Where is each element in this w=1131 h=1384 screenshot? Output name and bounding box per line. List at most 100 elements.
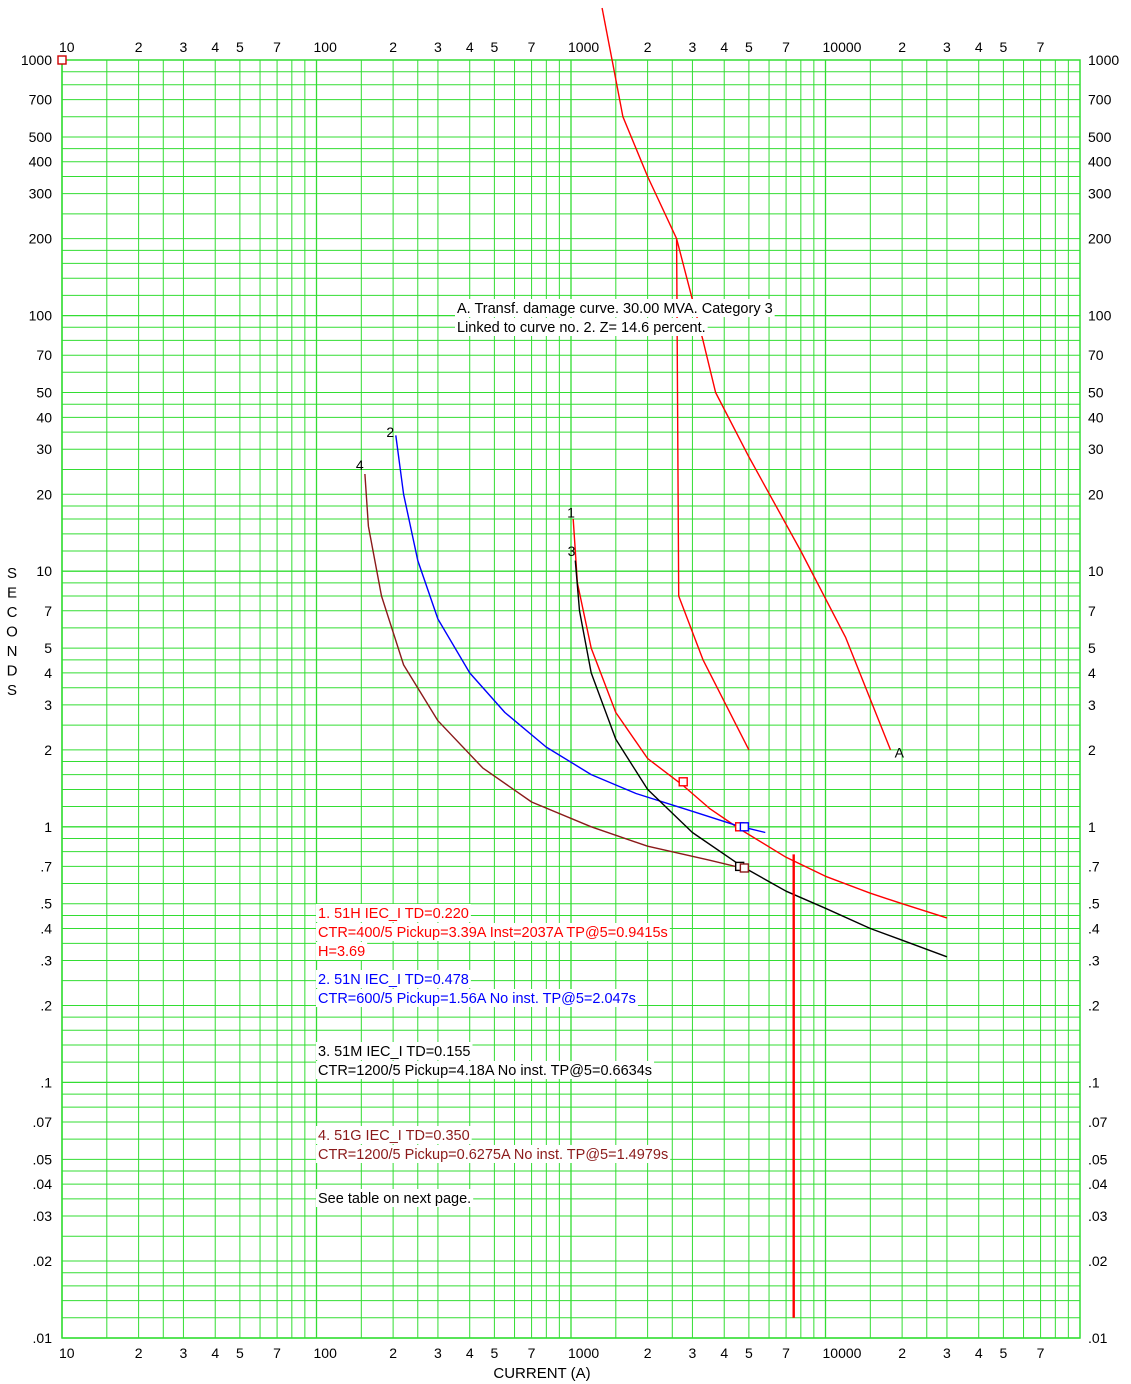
y-tick-label-left: 1 (44, 819, 52, 835)
x-tick-label-bottom: 7 (1037, 1345, 1045, 1361)
y-tick-label-left: .7 (40, 858, 52, 874)
x-tick-label-bottom: 4 (975, 1345, 983, 1361)
x-tick-label-bottom: 10 (59, 1345, 75, 1361)
x-tick-label-top: 5 (745, 39, 753, 55)
y-tick-label-right: .5 (1088, 896, 1100, 912)
annotation-line: 1. 51H IEC_I TD=0.220 (318, 906, 469, 922)
curve-label-3: 3 (568, 543, 576, 559)
annotation-bg (316, 1126, 472, 1144)
annotation-line: CTR=1200/5 Pickup=0.6275A No inst. TP@5=… (318, 1147, 668, 1163)
y-tick-label-left: 70 (36, 347, 52, 363)
annotation-bg (316, 970, 471, 988)
x-tick-label-bottom: 7 (273, 1345, 281, 1361)
y-tick-label-left: .3 (40, 952, 52, 968)
x-tick-label-top: 2 (644, 39, 652, 55)
y-axis-letter: D (7, 663, 18, 680)
x-tick-label-bottom: 5 (999, 1345, 1007, 1361)
annotation-block: 3. 51M IEC_I TD=0.155 CTR=1200/5 Pickup=4… (316, 1042, 655, 1079)
y-tick-label-left: .04 (33, 1176, 53, 1192)
point-marker (678, 777, 688, 787)
curve-4 (364, 473, 743, 869)
x-tick-label-top: 7 (782, 39, 790, 55)
y-tick-label-right: 5 (1088, 640, 1096, 656)
annotation-line: CTR=600/5 Pickup=1.56A No inst. TP@5=2.0… (318, 991, 636, 1007)
y-tick-label-right: .03 (1088, 1208, 1108, 1224)
y-tick-label-right: .2 (1088, 997, 1100, 1013)
x-tick-label-bottom: 2 (644, 1345, 652, 1361)
y-tick-label-right: .7 (1088, 858, 1100, 874)
y-tick-label-left: .01 (33, 1330, 53, 1346)
annotation-bg (455, 299, 775, 317)
y-tick-label-left: 50 (36, 385, 52, 401)
curve-label-A: A (895, 745, 905, 761)
x-tick-label-bottom: 10000 (823, 1345, 862, 1361)
curve-labels: 2 4 1 3 A (356, 424, 905, 761)
annotation-line: 4. 51G IEC_I TD=0.350 (318, 1128, 470, 1144)
y-tick-label-left: .2 (40, 997, 52, 1013)
annotation-block: See table on next page. (316, 1189, 474, 1207)
x-tick-label-top: 5 (490, 39, 498, 55)
x-tick-label-top: 10000 (823, 39, 862, 55)
y-tick-label-right: 2 (1088, 742, 1096, 758)
x-tick-label-bottom: 100 (314, 1345, 338, 1361)
annotation-bg (455, 318, 708, 336)
annotation-bg (316, 923, 670, 941)
x-tick-label-top: 3 (689, 39, 697, 55)
y-tick-label-right: 1000 (1088, 52, 1119, 68)
y-tick-label-left: 2 (44, 742, 52, 758)
y-tick-label-left: .4 (40, 921, 52, 937)
y-tick-label-right: .07 (1088, 1114, 1108, 1130)
y-tick-label-right: 400 (1088, 154, 1112, 170)
curve-label-1: 1 (567, 504, 575, 520)
y-tick-label-right: 100 (1088, 308, 1112, 324)
x-tick-label-bottom: 3 (943, 1345, 951, 1361)
y-tick-label-right: 1 (1088, 819, 1096, 835)
x-tick-label-top: 7 (528, 39, 536, 55)
y-tick-label-right: .3 (1088, 952, 1100, 968)
y-tick-label-left: .03 (33, 1208, 53, 1224)
x-tick-label-top: 3 (180, 39, 188, 55)
y-tick-label-right: .04 (1088, 1176, 1108, 1192)
y-tick-label-left: 7 (44, 603, 52, 619)
annotation-line: A. Transf. damage curve. 30.00 MVA. Cate… (457, 301, 773, 317)
y-tick-label-right: 300 (1088, 186, 1112, 202)
y-tick-label-right: 7 (1088, 603, 1096, 619)
x-axis-label: CURRENT (A) (493, 1365, 590, 1382)
y-tick-label-left: .5 (40, 896, 52, 912)
annotations: A. Transf. damage curve. 30.00 MVA. Cate… (316, 299, 775, 1207)
x-tick-label-bottom: 3 (434, 1345, 442, 1361)
y-tick-label-right: .01 (1088, 1330, 1108, 1346)
y-axis-letter: S (7, 682, 17, 699)
y-tick-label-right: 500 (1088, 129, 1112, 145)
x-tick-label-top: 5 (999, 39, 1007, 55)
annotation-block: 4. 51G IEC_I TD=0.350 CTR=1200/5 Pickup=0… (316, 1126, 671, 1163)
annotation-block: 1. 51H IEC_I TD=0.220 CTR=400/5 Pickup=3.… (316, 904, 670, 960)
y-tick-label-left: 4 (44, 665, 52, 681)
y-tick-label-left: 200 (29, 231, 53, 247)
y-tick-label-left: .02 (33, 1253, 53, 1269)
x-tick-label-top: 3 (434, 39, 442, 55)
x-tick-label-top: 100 (314, 39, 338, 55)
annotation-line: CTR=1200/5 Pickup=4.18A No inst. TP@5=0.… (318, 1063, 652, 1079)
y-tick-label-right: 20 (1088, 486, 1104, 502)
x-tick-label-bottom: 4 (466, 1345, 474, 1361)
x-tick-label-bottom: 5 (745, 1345, 753, 1361)
y-tick-label-left: 700 (29, 92, 53, 108)
y-axis-letter: N (7, 643, 18, 660)
curve-2 (395, 435, 766, 834)
annotation-line: See table on next page. (318, 1191, 471, 1207)
y-tick-label-left: 10 (36, 563, 52, 579)
plot-frame (61, 59, 1081, 1339)
x-tick-label-top: 4 (466, 39, 474, 55)
annotation-bg (316, 942, 368, 960)
y-tick-label-left: 400 (29, 154, 53, 170)
y-tick-label-left: 100 (29, 308, 53, 324)
annotation-bg (316, 1042, 473, 1060)
x-tick-label-top: 2 (389, 39, 397, 55)
y-tick-label-right: 10 (1088, 563, 1104, 579)
x-tick-label-bottom: 2 (389, 1345, 397, 1361)
curve-1 (572, 518, 948, 919)
y-tick-label-right: .05 (1088, 1151, 1108, 1167)
